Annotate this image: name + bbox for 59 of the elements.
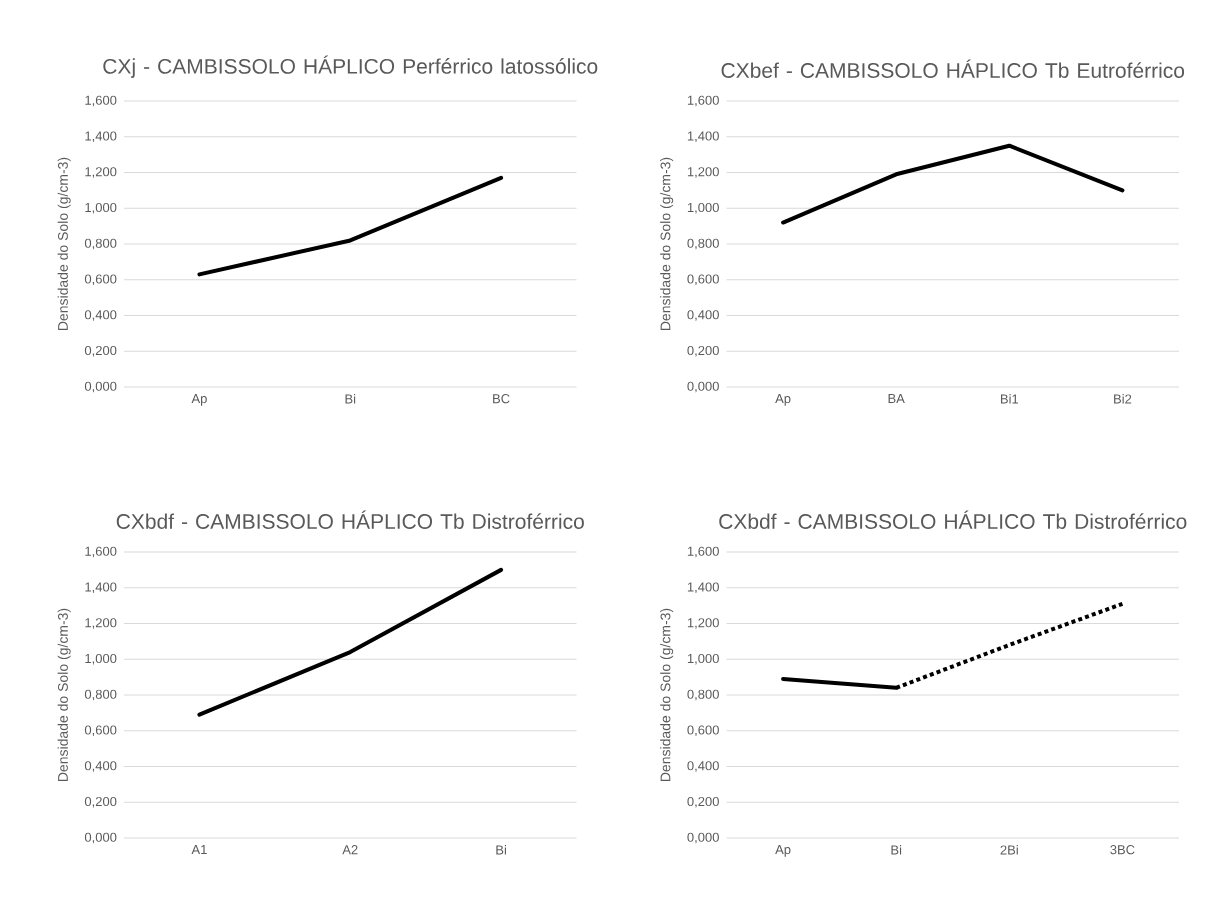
y-tick-label: 1,400: [85, 582, 117, 594]
x-tick-label: 2Bi: [1000, 845, 1018, 855]
y-tick-label: 0,800: [687, 238, 719, 250]
y-tick-label: 0,600: [687, 725, 719, 737]
y-tick-label: 1,400: [687, 131, 719, 143]
y-tick-label: 1,600: [85, 95, 117, 107]
y-tick-label: 0,800: [84, 689, 117, 701]
x-tick-label: A1: [191, 845, 207, 855]
y-tick-label: 0,200: [84, 345, 117, 357]
x-tick-label: Bi: [345, 394, 356, 404]
y-tick-label: 0,000: [687, 381, 719, 393]
y-tick-label: 1,200: [687, 618, 719, 629]
y-tick-label: 1,200: [85, 618, 117, 629]
y-tick-label: 0,400: [84, 310, 117, 321]
y-tick-label: 1,400: [687, 582, 719, 594]
x-tick-label: Bi: [891, 845, 902, 855]
y-tick-label: 0,200: [687, 345, 719, 357]
chart-title: CXbdf - CAMBISSOLO HÁPLICO Tb Distroférrico: [719, 510, 1187, 529]
chart-title: CXbef - CAMBISSOLO HÁPLICO Tb Eutroférrico: [721, 59, 1185, 78]
x-tick-label: Bi: [496, 845, 506, 855]
x-tick-label: Bi1: [1000, 394, 1019, 404]
y-axis-title: Densidade do Solo (g/cm-3): [660, 608, 674, 781]
x-tick-label: BC: [493, 394, 510, 404]
x-tick-label: Bi2: [1114, 394, 1132, 404]
x-tick-label: Ap: [191, 394, 207, 406]
y-tick-label: 1,000: [687, 653, 719, 665]
y-tick-label: 0,200: [84, 796, 117, 808]
y-axis-title: Densidade do Solo (g/cm-3): [57, 608, 71, 781]
y-tick-label: 0,400: [687, 310, 719, 321]
y-tick-label: 0,600: [84, 725, 117, 737]
y-axis-title: Densidade do Solo (g/cm-3): [57, 157, 71, 330]
x-tick-label: 3BC: [1110, 845, 1135, 855]
y-tick-label: 1,000: [687, 202, 719, 214]
y-tick-label: 0,400: [687, 761, 719, 772]
line-series: [781, 143, 1125, 225]
x-tick-label: Ap: [775, 394, 791, 406]
y-tick-label: 1,000: [85, 653, 117, 665]
y-tick-label: 0,200: [687, 796, 719, 808]
y-tick-label: 0,400: [84, 761, 117, 772]
y-tick-label: 1,600: [687, 95, 719, 107]
y-tick-label: 1,000: [85, 202, 117, 214]
x-tick-label: Ap: [775, 845, 791, 857]
y-tick-label: 0,000: [84, 381, 117, 393]
y-tick-label: 0,600: [687, 274, 719, 286]
chart-title: CXbdf - CAMBISSOLO HÁPLICO Tb Distroférrico: [116, 510, 584, 529]
y-tick-label: 0,600: [84, 274, 117, 286]
y-tick-label: 0,000: [687, 832, 719, 844]
x-tick-label: A2: [342, 845, 358, 855]
y-axis-title: Densidade do Solo (g/cm-3): [660, 157, 674, 330]
y-tick-label: 0,800: [687, 689, 719, 701]
y-tick-label: 1,200: [687, 167, 719, 178]
y-tick-label: 0,000: [84, 832, 117, 844]
x-tick-label: BA: [888, 394, 905, 404]
y-tick-label: 0,800: [84, 238, 117, 250]
chart-title: CXj - CAMBISSOLO HÁPLICO Perférrico latossólico: [103, 55, 598, 78]
y-tick-label: 1,200: [85, 167, 117, 178]
y-tick-label: 1,600: [687, 546, 719, 558]
y-tick-label: 1,600: [85, 546, 117, 558]
y-tick-label: 1,400: [85, 131, 117, 143]
